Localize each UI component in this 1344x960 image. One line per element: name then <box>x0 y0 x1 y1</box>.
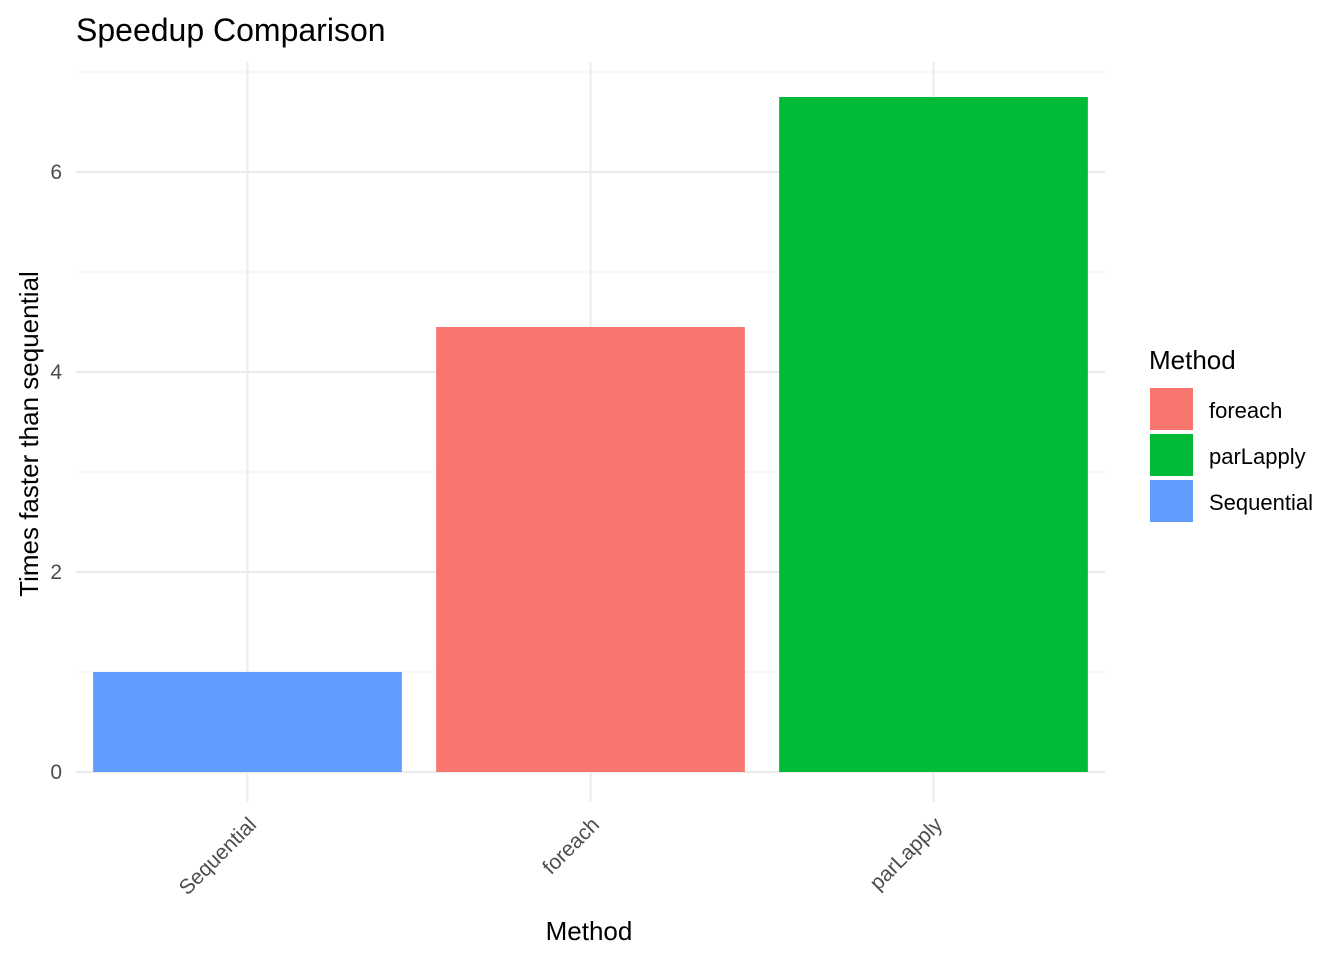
y-tick-label: 0 <box>50 761 62 784</box>
y-tick-label: 2 <box>50 561 62 584</box>
y-tick-label: 6 <box>50 161 62 184</box>
x-tick-label: foreach <box>538 813 604 879</box>
bars <box>93 97 1088 772</box>
x-axis-ticks: Sequential foreach parLapply <box>175 813 948 900</box>
bar-parlapply <box>779 97 1088 772</box>
x-tick-label: Sequential <box>175 813 261 899</box>
legend-label: parLapply <box>1209 444 1306 469</box>
legend-label: foreach <box>1209 398 1282 423</box>
bar-foreach <box>436 327 745 772</box>
legend-swatch <box>1150 434 1193 476</box>
chart-title: Speedup Comparison <box>76 12 386 48</box>
x-tick-label: parLapply <box>866 813 948 895</box>
legend-label: Sequential <box>1209 490 1313 515</box>
legend-title: Method <box>1149 345 1236 375</box>
legend-swatch <box>1150 388 1193 430</box>
legend: Method foreach parLapply Sequential <box>1149 345 1313 522</box>
y-axis-ticks: 0 2 4 6 <box>50 161 62 784</box>
y-axis-title: Times faster than sequential <box>14 271 44 597</box>
bar-sequential <box>93 672 402 772</box>
x-axis-title: Method <box>546 916 633 946</box>
legend-swatch <box>1150 480 1193 522</box>
y-tick-label: 4 <box>50 361 62 384</box>
